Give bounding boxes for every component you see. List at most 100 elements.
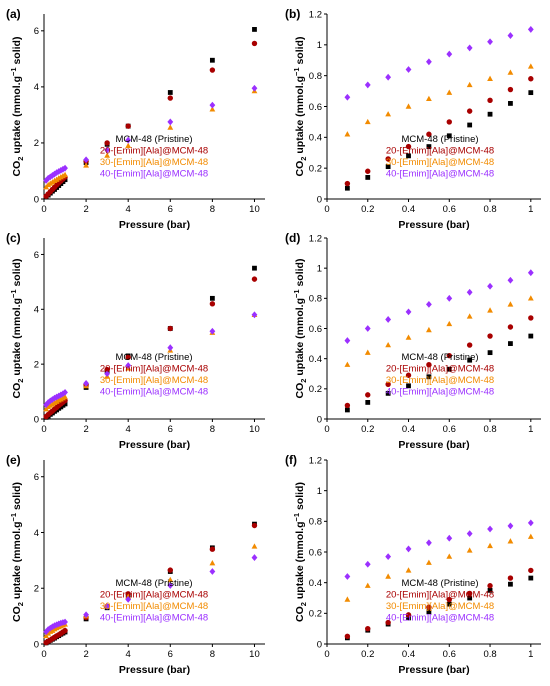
panel-label: (d) — [285, 231, 300, 245]
data-point — [344, 337, 351, 344]
x-tick-label: 4 — [126, 204, 131, 215]
y-tick-label: 0 — [317, 639, 322, 650]
y-tick-label: 0 — [34, 639, 39, 650]
data-point — [104, 152, 111, 158]
data-point — [251, 554, 258, 561]
data-point — [508, 341, 513, 346]
y-tick-label: 6 — [34, 26, 39, 37]
legend-entry: MCM-48 (Pristine) — [115, 134, 192, 145]
data-point — [426, 300, 432, 308]
legend-entry: 40-[Emim][Ala]@MCM-48 — [386, 613, 494, 624]
data-point — [125, 142, 132, 148]
x-tick-label: 8 — [210, 204, 215, 215]
data-series — [344, 63, 534, 137]
y-tick-label: 0 — [34, 414, 39, 425]
legend-entry: 20-[Emim][Ala]@MCM-48 — [386, 146, 494, 157]
y-tick-label: 0.6 — [309, 102, 322, 113]
data-point — [125, 595, 132, 603]
data-point — [344, 633, 351, 640]
data-point — [467, 122, 473, 128]
legend-entry: 20-[Emim][Ala]@MCM-48 — [386, 590, 494, 601]
y-tick-label: 6 — [34, 250, 39, 261]
data-point — [405, 545, 412, 553]
x-tick-label: 1 — [528, 424, 533, 435]
y-tick-label: 0.4 — [309, 578, 322, 589]
data-point — [405, 308, 412, 316]
legend-entry: MCM-48 (Pristine) — [115, 578, 192, 589]
data-point — [426, 539, 432, 547]
data-point — [62, 393, 68, 400]
data-point — [365, 392, 371, 398]
legend: MCM-48 (Pristine)20-[Emim][Ala]@MCM-4830… — [100, 352, 208, 398]
y-axis-title: CO2 uptake (mmol.g−1 solid) — [292, 482, 308, 622]
data-point — [209, 67, 216, 73]
x-tick-label: 1 — [528, 204, 533, 215]
data-point — [487, 282, 493, 290]
data-point — [251, 40, 258, 47]
data-point — [527, 63, 534, 69]
data-point — [60, 165, 66, 173]
x-tick-label: 2 — [83, 424, 88, 435]
data-point — [446, 601, 452, 607]
x-tick-label: 0.4 — [402, 204, 415, 215]
y-tick-label: 0.8 — [309, 71, 322, 82]
data-point — [446, 352, 452, 359]
data-point — [364, 349, 371, 355]
legend-entry: 20-[Emim][Ala]@MCM-48 — [100, 364, 208, 375]
data-point — [365, 400, 371, 405]
y-tick-label: 0.8 — [309, 517, 322, 528]
x-tick-label: 2 — [83, 649, 88, 660]
data-point — [446, 50, 453, 58]
panel-label: (a) — [6, 7, 21, 21]
data-point — [527, 533, 534, 539]
data-point — [405, 103, 412, 109]
data-point — [405, 66, 412, 73]
y-tick-label: 2 — [34, 359, 39, 370]
data-series — [344, 269, 534, 344]
x-tick-label: 0 — [324, 204, 329, 215]
legend-entry: 30-[Emim][Ala]@MCM-48 — [386, 157, 494, 168]
data-point — [104, 370, 111, 378]
legend-entry: 20-[Emim][Ala]@MCM-48 — [386, 364, 494, 375]
y-tick-label: 0.6 — [309, 324, 322, 335]
data-point — [364, 118, 371, 125]
x-tick-label: 0.6 — [443, 424, 456, 435]
x-axis-title: Pressure (bar) — [119, 664, 190, 676]
data-point — [385, 73, 392, 81]
data-point — [527, 519, 534, 527]
data-point — [528, 90, 534, 96]
data-point — [466, 44, 473, 52]
data-series — [43, 276, 258, 420]
data-point — [365, 175, 371, 180]
legend-entry: 40-[Emim][Ala]@MCM-48 — [100, 169, 208, 180]
y-tick-label: 0 — [317, 414, 322, 425]
legend-entry: MCM-48 (Pristine) — [401, 578, 478, 589]
legend-entry: 30-[Emim][Ala]@MCM-48 — [100, 375, 208, 386]
data-point — [466, 108, 473, 114]
data-point — [487, 307, 493, 313]
x-tick-label: 0.6 — [443, 204, 456, 215]
x-tick-label: 0.8 — [483, 649, 496, 660]
data-point — [406, 153, 411, 159]
data-series — [344, 519, 534, 580]
data-point — [507, 538, 514, 544]
data-point — [487, 75, 493, 81]
data-point — [466, 547, 473, 553]
legend-entry: 40-[Emim][Ala]@MCM-48 — [386, 387, 494, 398]
data-point — [466, 81, 473, 88]
y-tick-label: 1 — [317, 40, 322, 51]
x-tick-label: 2 — [83, 204, 88, 215]
data-point — [406, 383, 411, 389]
x-tick-label: 1 — [528, 649, 533, 660]
x-tick-label: 10 — [249, 424, 260, 435]
data-point — [209, 568, 216, 575]
data-point — [527, 269, 534, 277]
data-point — [528, 575, 534, 581]
x-tick-label: 0 — [41, 204, 46, 215]
data-point — [125, 123, 131, 129]
data-series — [344, 90, 534, 191]
data-point — [125, 362, 132, 369]
data-point — [507, 522, 514, 530]
data-point — [104, 146, 111, 154]
legend: MCM-48 (Pristine)20-[Emim][Ala]@MCM-4830… — [386, 352, 494, 398]
